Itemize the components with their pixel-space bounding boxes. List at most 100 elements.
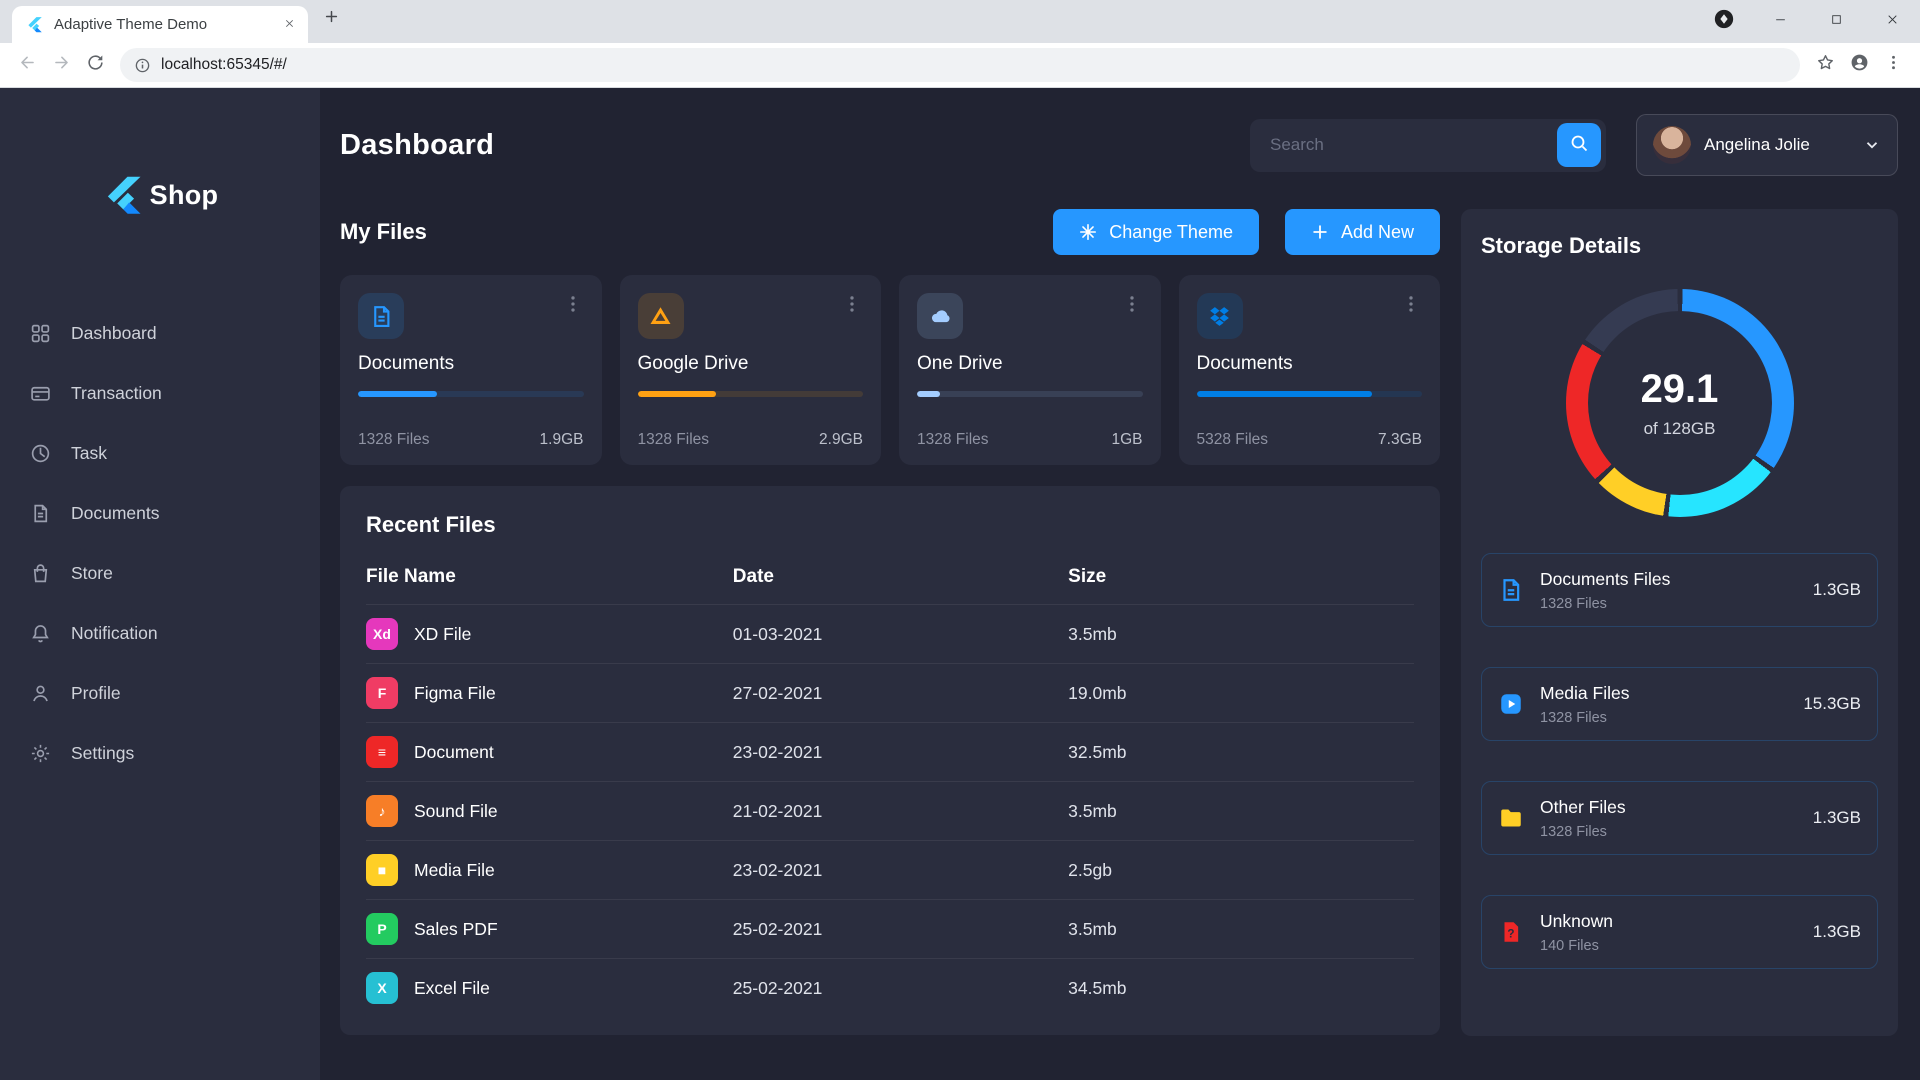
- close-icon: [284, 16, 295, 34]
- section-title-my-files: My Files: [340, 219, 427, 244]
- file-size: 3.5mb: [1068, 899, 1414, 959]
- card-options-button[interactable]: [562, 293, 584, 315]
- storage-item-files: 1328 Files: [1540, 709, 1607, 726]
- card-icon-tile: [637, 293, 684, 339]
- storage-item-size: 15.3GB: [1803, 694, 1861, 713]
- section-title-storage-details: Storage Details: [1481, 233, 1642, 258]
- storage-item-files: 1328 Files: [1540, 823, 1607, 840]
- plus-icon: [324, 9, 339, 29]
- my-files-header: My Files Change Theme Add New: [340, 209, 1440, 255]
- card-options-button[interactable]: [1121, 293, 1143, 315]
- sidebar-item[interactable]: Notification: [0, 603, 320, 663]
- sidebar-item[interactable]: Settings: [0, 723, 320, 783]
- page-title: Dashboard: [340, 128, 495, 161]
- dashboard-body: My Files Change Theme Add New: [340, 209, 1898, 1080]
- storage-total-label: of 128GB: [1643, 419, 1716, 438]
- cloud-storage-card: Documents 1328 Files 1.9GB: [340, 275, 602, 465]
- task-icon: [30, 443, 51, 464]
- address-bar[interactable]: localhost:65345/#/: [120, 48, 1800, 82]
- settings-icon: [30, 743, 51, 764]
- storage-info-card: Other Files 1328 Files 1.3GB: [1481, 781, 1878, 855]
- unknown-file-icon: ?: [1498, 919, 1524, 945]
- file-date: 21-02-2021: [732, 781, 1069, 841]
- table-row: F Figma File 27-02-2021 19.0mb: [366, 663, 1414, 723]
- bookmark-star-button[interactable]: [1808, 48, 1842, 82]
- tab-close-button[interactable]: [278, 14, 300, 36]
- card-title: One Drive: [917, 353, 1003, 374]
- browser-profile-icon: [1850, 53, 1869, 77]
- sidebar-item-label: Task: [71, 442, 107, 463]
- documents-icon: [30, 503, 51, 524]
- storage-item-size: 1.3GB: [1812, 922, 1861, 941]
- storage-item-size: 1.3GB: [1812, 808, 1861, 827]
- cloud-storage-card: Documents 5328 Files 7.3GB: [1178, 275, 1440, 465]
- storage-item-label: Media Files: [1540, 682, 1630, 703]
- file-name: Figma File: [414, 682, 496, 703]
- sidebar-item[interactable]: Dashboard: [0, 303, 320, 363]
- maximize-icon: [1830, 13, 1843, 31]
- new-tab-button[interactable]: [316, 4, 346, 34]
- maximize-button[interactable]: [1808, 0, 1864, 43]
- search-button[interactable]: [1557, 123, 1601, 167]
- column-size: Size: [1068, 566, 1107, 587]
- add-new-button[interactable]: Add New: [1284, 209, 1440, 255]
- table-row: ♪ Sound File 21-02-2021 3.5mb: [366, 781, 1414, 841]
- user-menu[interactable]: Angelina Jolie: [1636, 114, 1898, 176]
- sidebar-item-label: Settings: [71, 742, 135, 763]
- browser-tab-strip: Adaptive Theme Demo: [0, 0, 1920, 43]
- sidebar-item-label: Store: [71, 562, 113, 583]
- table-row: ■ Media File 23-02-2021 2.5gb: [366, 840, 1414, 900]
- files-column: My Files Change Theme Add New: [340, 209, 1440, 1035]
- browser-profile-button[interactable]: [1842, 48, 1876, 82]
- sidebar-item[interactable]: Task: [0, 423, 320, 483]
- svg-text:?: ?: [1507, 927, 1514, 940]
- table-header-row: File Name Date Size: [366, 544, 1414, 605]
- cloud-storage-card: Google Drive 1328 Files 2.9GB: [619, 275, 881, 465]
- file-size: 19.0mb: [1068, 663, 1414, 723]
- sidebar-item-label: Transaction: [71, 382, 162, 403]
- sidebar-item[interactable]: Transaction: [0, 363, 320, 423]
- column-file-name: File Name: [366, 566, 456, 587]
- file-date: 01-03-2021: [732, 604, 1069, 664]
- app-logo-label: Shop: [149, 180, 219, 210]
- sidebar: Shop Dashboard Transaction Ta: [0, 88, 320, 1080]
- file-type-glyph: ■: [377, 862, 387, 878]
- sidebar-item[interactable]: Profile: [0, 663, 320, 723]
- snowflake-icon: [1079, 223, 1097, 241]
- back-button[interactable]: [10, 48, 44, 82]
- file-cell: Xd XD File: [366, 618, 733, 650]
- card-options-button[interactable]: [841, 293, 863, 315]
- card-files-count: 1328 Files: [637, 431, 710, 448]
- change-theme-button[interactable]: Change Theme: [1053, 209, 1259, 255]
- file-cell: F Figma File: [366, 677, 733, 709]
- sidebar-item[interactable]: Documents: [0, 483, 320, 543]
- window-close-button[interactable]: [1864, 0, 1920, 43]
- sidebar-item-label: Profile: [71, 682, 121, 703]
- reload-button[interactable]: [78, 48, 112, 82]
- forward-button[interactable]: [44, 48, 78, 82]
- storage-progress-fill: [917, 391, 940, 397]
- storage-info-card: Media Files 1328 Files 15.3GB: [1481, 667, 1878, 741]
- browser-extension-badge[interactable]: [1696, 0, 1752, 43]
- dashboard-icon: [30, 323, 51, 344]
- info-icon: [134, 57, 151, 74]
- file-type-glyph: X: [377, 980, 387, 996]
- card-options-button[interactable]: [1400, 293, 1422, 315]
- card-files-count: 1328 Files: [358, 431, 430, 448]
- card-files-count: 1328 Files: [917, 431, 989, 448]
- browser-tab[interactable]: Adaptive Theme Demo: [12, 6, 308, 43]
- browser-menu-button[interactable]: [1876, 48, 1910, 82]
- sidebar-item[interactable]: Store: [0, 543, 320, 603]
- file-name: Sound File: [414, 800, 498, 821]
- minimize-button[interactable]: [1752, 0, 1808, 43]
- storage-progress-fill: [358, 391, 437, 397]
- star-icon: [1816, 53, 1835, 77]
- app-page: Shop Dashboard Transaction Ta: [0, 88, 1920, 1080]
- file-size: 2.5gb: [1068, 840, 1414, 900]
- card-files-count: 5328 Files: [1196, 431, 1269, 448]
- storage-progress-fill: [1196, 391, 1373, 397]
- file-cell: ≡ Document: [366, 736, 733, 768]
- search-input[interactable]: [1270, 135, 1557, 155]
- file-type-glyph: ≡: [377, 744, 387, 760]
